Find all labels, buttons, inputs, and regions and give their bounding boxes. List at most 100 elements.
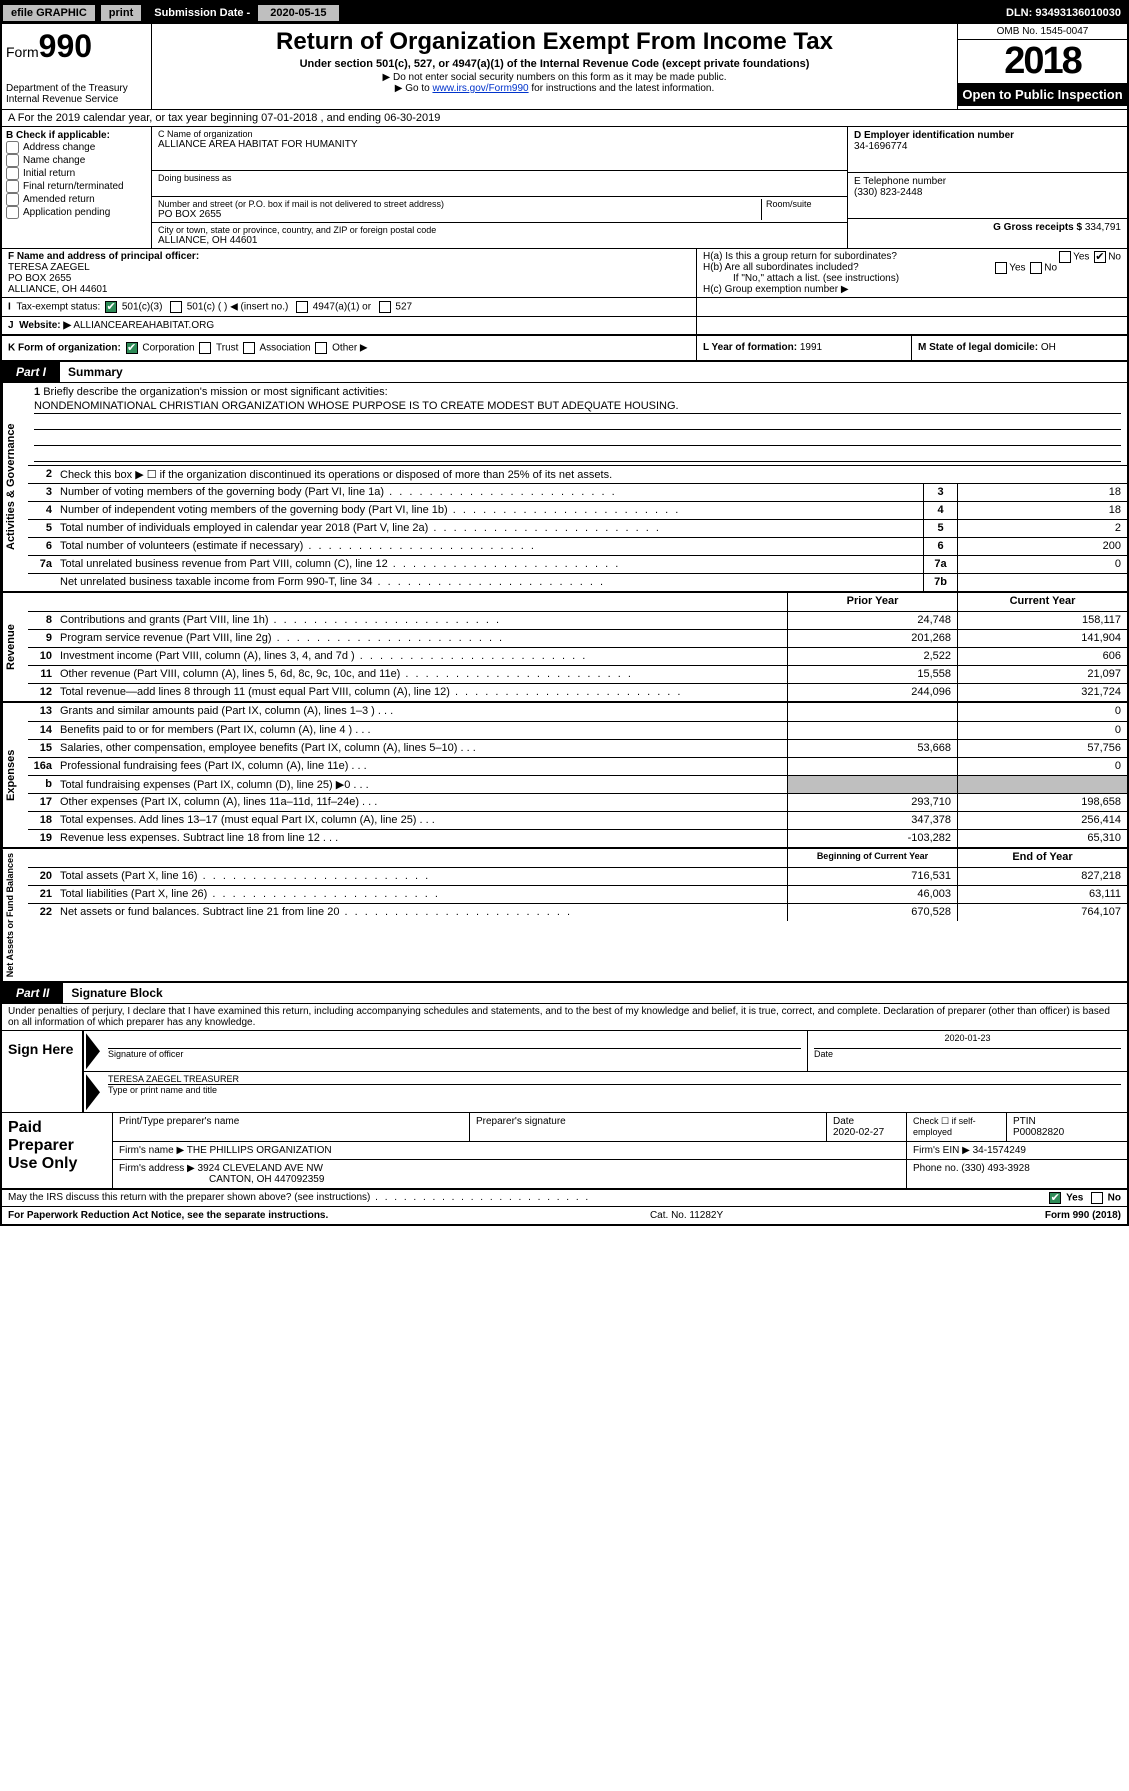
prior-val: -103,282 xyxy=(787,830,957,847)
prior-val: 53,668 xyxy=(787,740,957,757)
checkbox-application-pending[interactable]: Application pending xyxy=(6,206,147,219)
checkbox-address-change[interactable]: Address change xyxy=(6,141,147,154)
line-desc: Program service revenue (Part VIII, line… xyxy=(56,630,787,647)
arrow-icon xyxy=(86,1074,100,1110)
chk-4947[interactable] xyxy=(296,301,308,313)
hb-no[interactable] xyxy=(1030,262,1042,274)
prior-val: 24,748 xyxy=(787,612,957,629)
tel: (330) 823-2448 xyxy=(854,187,922,198)
efile-button[interactable]: efile GRAPHIC xyxy=(2,4,96,22)
prior-val xyxy=(787,758,957,775)
checkbox-initial-return[interactable]: Initial return xyxy=(6,167,147,180)
prior-val: 293,710 xyxy=(787,794,957,811)
curr-val: 0 xyxy=(957,722,1127,739)
line-desc: Salaries, other compensation, employee b… xyxy=(56,740,787,757)
line-desc: Total fundraising expenses (Part IX, col… xyxy=(56,776,787,793)
addr: PO BOX 2655 xyxy=(158,209,761,220)
begin-val: 670,528 xyxy=(787,904,957,921)
ha-label: H(a) Is this a group return for subordin… xyxy=(703,251,897,262)
line-desc: Total assets (Part X, line 16) xyxy=(56,868,787,885)
line-desc: Contributions and grants (Part VIII, lin… xyxy=(56,612,787,629)
curr-val: 0 xyxy=(957,758,1127,775)
part1-header: Part I Summary xyxy=(2,362,1127,383)
officer-addr2: ALLIANCE, OH 44601 xyxy=(8,284,108,295)
line-val xyxy=(957,574,1127,591)
line-val: 18 xyxy=(957,484,1127,501)
irs-link[interactable]: www.irs.gov/Form990 xyxy=(432,83,528,94)
hc-label: H(c) Group exemption number ▶ xyxy=(703,284,1121,295)
prior-val: 15,558 xyxy=(787,666,957,683)
hb-yes[interactable] xyxy=(995,262,1007,274)
line-desc: Number of voting members of the governin… xyxy=(56,484,923,501)
print-button[interactable]: print xyxy=(100,4,142,22)
line-desc: Benefits paid to or for members (Part IX… xyxy=(56,722,787,739)
footer: For Paperwork Reduction Act Notice, see … xyxy=(2,1207,1127,1224)
chk-trust[interactable] xyxy=(199,342,211,354)
hdr-end: End of Year xyxy=(957,849,1127,867)
curr-val: 158,117 xyxy=(957,612,1127,629)
firm-addr: 3924 CLEVELAND AVE NW xyxy=(198,1163,323,1174)
prior-val: 2,522 xyxy=(787,648,957,665)
prior-val: 201,268 xyxy=(787,630,957,647)
row-l: L Year of formation: 1991 xyxy=(697,336,912,360)
end-val: 827,218 xyxy=(957,868,1127,885)
curr-val: 198,658 xyxy=(957,794,1127,811)
open-public: Open to Public Inspection xyxy=(958,83,1127,106)
ha-no[interactable] xyxy=(1094,251,1106,263)
end-val: 63,111 xyxy=(957,886,1127,903)
discuss-line: May the IRS discuss this return with the… xyxy=(2,1190,1127,1207)
row-k: K Form of organization: Corporation Trus… xyxy=(2,336,697,360)
line-desc: Total liabilities (Part X, line 26) xyxy=(56,886,787,903)
firm-ein: 34-1574249 xyxy=(973,1145,1026,1156)
chk-527[interactable] xyxy=(379,301,391,313)
chk-assoc[interactable] xyxy=(243,342,255,354)
chk-501c[interactable] xyxy=(170,301,182,313)
declaration: Under penalties of perjury, I declare th… xyxy=(2,1004,1127,1031)
line-desc: Net unrelated business taxable income fr… xyxy=(56,574,923,591)
discuss-yes[interactable] xyxy=(1049,1192,1061,1204)
officer-name: TERESA ZAEGEL xyxy=(8,262,90,273)
line-val: 200 xyxy=(957,538,1127,555)
chk-other[interactable] xyxy=(315,342,327,354)
side-revenue: Revenue xyxy=(2,593,28,701)
hdr-curr: Current Year xyxy=(957,593,1127,611)
line-desc: Number of independent voting members of … xyxy=(56,502,923,519)
sig-date: 2020-01-23 xyxy=(814,1033,1121,1049)
prior-val: 244,096 xyxy=(787,684,957,701)
line-desc: Total number of volunteers (estimate if … xyxy=(56,538,923,555)
ha-yes[interactable] xyxy=(1059,251,1071,263)
hb-label: H(b) Are all subordinates included? xyxy=(703,262,859,273)
side-net: Net Assets or Fund Balances xyxy=(2,849,28,981)
website: ALLIANCEAREAHABITAT.ORG xyxy=(73,320,214,331)
discuss-no[interactable] xyxy=(1091,1192,1103,1204)
chk-501c3[interactable] xyxy=(105,301,117,313)
arrow-icon xyxy=(86,1033,100,1069)
subtitle-2: ▶ Do not enter social security numbers o… xyxy=(160,72,949,83)
line2: Check this box ▶ ☐ if the organization d… xyxy=(56,466,1127,483)
chk-corp[interactable] xyxy=(126,342,138,354)
gross: 334,791 xyxy=(1085,222,1121,233)
curr-val: 321,724 xyxy=(957,684,1127,701)
checkbox-final-return-terminated[interactable]: Final return/terminated xyxy=(6,180,147,193)
org-name-label: C Name of organization xyxy=(158,129,841,139)
date-label: Date xyxy=(814,1049,833,1059)
line-desc: Total unrelated business revenue from Pa… xyxy=(56,556,923,573)
subtitle-1: Under section 501(c), 527, or 4947(a)(1)… xyxy=(160,58,949,70)
curr-val: 606 xyxy=(957,648,1127,665)
line-val: 18 xyxy=(957,502,1127,519)
curr-val: 21,097 xyxy=(957,666,1127,683)
addr-label: Number and street (or P.O. box if mail i… xyxy=(158,199,761,209)
line-desc: Total revenue—add lines 8 through 11 (mu… xyxy=(56,684,787,701)
line-desc: Net assets or fund balances. Subtract li… xyxy=(56,904,787,921)
line-val: 2 xyxy=(957,520,1127,537)
checkbox-amended-return[interactable]: Amended return xyxy=(6,193,147,206)
curr-val: 141,904 xyxy=(957,630,1127,647)
checkbox-name-change[interactable]: Name change xyxy=(6,154,147,167)
line-desc: Grants and similar amounts paid (Part IX… xyxy=(56,703,787,721)
end-val: 764,107 xyxy=(957,904,1127,921)
row-f-h: F Name and address of principal officer:… xyxy=(2,249,1127,298)
row-i: I Tax-exempt status: 501(c)(3) 501(c) ( … xyxy=(2,298,697,316)
form-title: Return of Organization Exempt From Incom… xyxy=(160,28,949,56)
side-governance: Activities & Governance xyxy=(2,383,28,591)
part2-header: Part II Signature Block xyxy=(2,983,1127,1004)
